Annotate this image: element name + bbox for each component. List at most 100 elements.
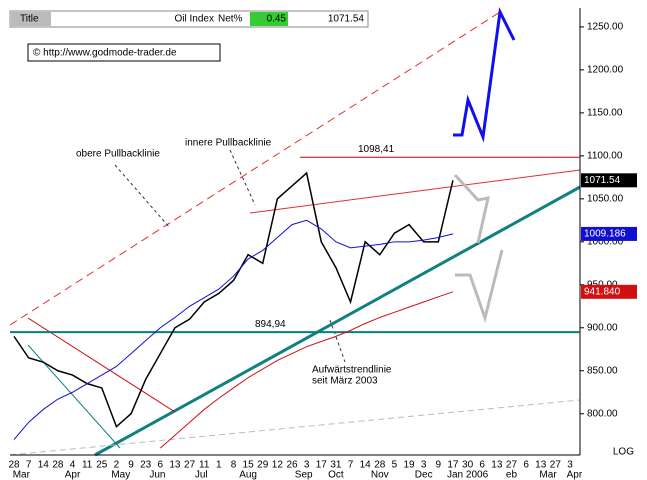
x-tick-label: 9	[128, 460, 134, 471]
level-label: 894,94	[255, 319, 286, 330]
y-tick-label: 1150.00	[587, 108, 623, 119]
annotation: Aufwärtstrendlinie	[312, 365, 392, 376]
price-tag-label: 1009.186	[584, 229, 626, 240]
x-tick-label: 5	[392, 460, 398, 471]
pointer	[114, 164, 171, 229]
annotation: seit März 2003	[312, 376, 378, 387]
month-label: eb	[506, 470, 518, 480]
last-value: 1071.54	[328, 14, 365, 25]
x-tick-label: 15	[243, 460, 255, 471]
x-tick-label: 23	[140, 460, 152, 471]
price-tag	[581, 173, 637, 188]
x-tick-label: 1	[216, 460, 222, 471]
x-tick-label: 14	[38, 460, 50, 471]
drawings	[9, 6, 581, 457]
y-tick-label: 850.00	[587, 365, 618, 376]
x-tick-label: 17	[316, 460, 328, 471]
month-label: Apr	[567, 470, 583, 480]
x-tick-label: 19	[403, 460, 415, 471]
month-label: Apr	[65, 470, 81, 480]
annotation: innere Pullbacklinie	[185, 138, 272, 149]
x-tick-label: 27	[506, 460, 518, 471]
index-name: Oil Index	[175, 14, 214, 25]
y-tick-label: 1200.00	[587, 65, 624, 76]
y-tick-label: 1050.00	[587, 193, 624, 204]
net-cell	[250, 12, 288, 26]
price-tag-label: 941.840	[584, 286, 621, 297]
header: Title Oil Index Net% 0.45 1071.54 © http…	[9, 10, 369, 62]
month-label: Aug	[239, 470, 257, 480]
y-tick-label: 1000.00	[587, 236, 624, 247]
x-tick-label: 6	[158, 460, 164, 471]
month-label: Jan 2006	[447, 470, 489, 480]
net-value: 0.45	[267, 14, 287, 25]
month-label: Dec	[415, 470, 433, 480]
x-tick-label: 11	[199, 460, 210, 471]
x-tick-label: 27	[184, 460, 196, 471]
x-tick-label: 17	[447, 460, 459, 471]
gray-line	[9, 399, 581, 456]
price-tag-label: 1071.54	[584, 175, 621, 186]
x-tick-label: 28	[52, 460, 64, 471]
x-tick-label: 3	[304, 460, 310, 471]
x-tick-label: 9	[436, 460, 442, 471]
x-tick-label: 3	[421, 460, 427, 471]
x-tick-label: 14	[360, 460, 372, 471]
scale-label: LOG	[613, 447, 634, 458]
x-tick-label: 30	[462, 460, 474, 471]
y-tick-label: 1250.00	[587, 22, 624, 33]
x-tick-label: 2	[114, 460, 120, 471]
x-tick-label: 29	[257, 460, 269, 471]
x-tick-label: 13	[169, 460, 181, 471]
series-line	[159, 291, 454, 449]
projection2	[455, 249, 504, 324]
x-tick-label: 13	[535, 460, 547, 471]
projection1	[453, 173, 490, 244]
title-cell	[11, 12, 51, 26]
forecast	[453, 6, 516, 143]
x-tick-label: 25	[96, 460, 108, 471]
price-tag	[581, 284, 637, 299]
month-label: Nov	[371, 470, 389, 480]
x-tick-label: 12	[272, 460, 284, 471]
x-tick-label: 7	[26, 460, 32, 471]
x-tick-label: 13	[491, 460, 503, 471]
y-tick-label: 800.00	[587, 408, 618, 419]
month-label: Mar	[13, 470, 31, 480]
title: Title	[20, 14, 39, 25]
x-tick-label: 7	[348, 460, 354, 471]
month-label: Oct	[328, 470, 344, 480]
x-tick-label: 28	[8, 460, 20, 471]
month-label: Jun	[149, 470, 165, 480]
x-tick-label: 26	[286, 460, 298, 471]
month-label: Mar	[539, 470, 557, 480]
x-tick-label: 8	[231, 460, 237, 471]
x-tick-label: 6	[479, 460, 485, 471]
net-label: Net%	[218, 14, 243, 25]
url-box	[27, 43, 221, 62]
y-tick-label: 1100.00	[587, 150, 623, 161]
url: © http://www.godmode-trader.de	[33, 48, 177, 59]
x-tick-label: 27	[550, 460, 562, 471]
down-line	[27, 317, 176, 413]
x-tick-label: 4	[70, 460, 76, 471]
price-tag	[581, 226, 637, 241]
x-tick-label: 6	[523, 460, 529, 471]
month-label: Jul	[195, 470, 208, 480]
annotation: obere Pullbacklinie	[76, 149, 160, 160]
x-tick-label: 3	[567, 460, 573, 471]
y-tick-label: 900.00	[587, 322, 618, 333]
pointer	[229, 149, 256, 206]
uptrend	[94, 185, 581, 457]
x-tick-label: 11	[82, 460, 93, 471]
upper-pullback	[9, 11, 501, 326]
series-line	[13, 219, 454, 440]
month-label: May	[111, 470, 130, 480]
inner-pullback	[249, 169, 581, 214]
x-tick-label: 31	[330, 460, 342, 471]
x-tick-label: 28	[374, 460, 386, 471]
level-label: 1098,41	[358, 144, 395, 155]
pointer	[329, 319, 346, 363]
